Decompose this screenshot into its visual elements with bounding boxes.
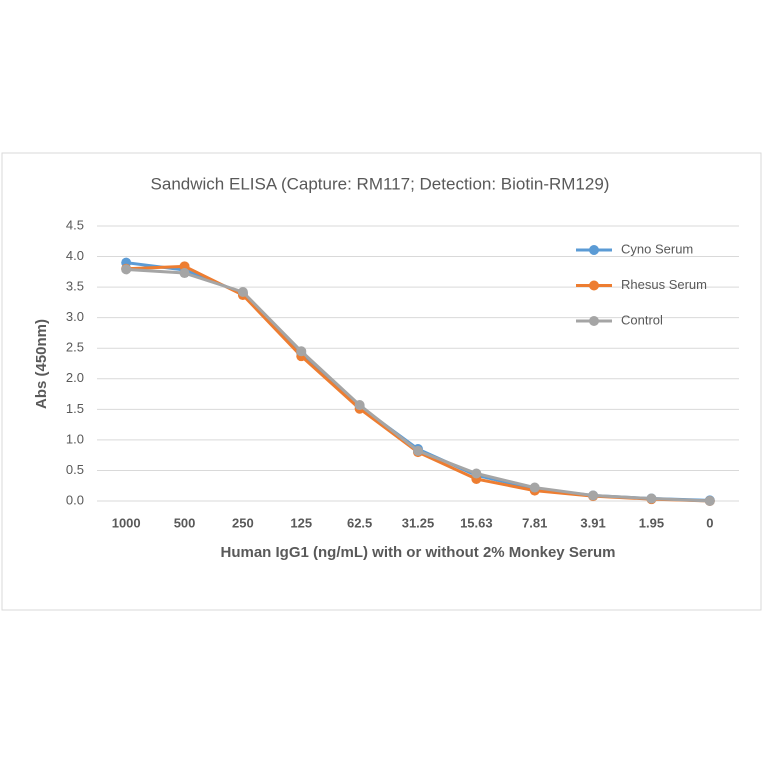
y-tick-label: 0.0 [66,492,84,507]
legend-label: Cyno Serum [621,241,693,256]
y-tick-label: 4.0 [66,248,84,263]
chart-title: Sandwich ELISA (Capture: RM117; Detectio… [151,174,610,193]
y-tick-label: 0.5 [66,462,84,477]
y-tick-label: 3.0 [66,309,84,324]
data-point [296,346,307,357]
y-axis-label: Abs (450nm) [33,319,50,409]
legend-marker [589,316,599,326]
data-point [704,496,715,506]
data-point [179,268,190,279]
x-tick-label: 1000 [112,515,141,530]
x-tick-label: 500 [174,515,196,530]
chart-frame [1,152,762,611]
y-tick-label: 1.0 [66,431,84,446]
legend-label: Rhesus Serum [621,277,707,292]
y-tick-label: 4.5 [66,217,84,232]
legend-marker [589,280,599,291]
data-point [646,493,657,504]
data-point [588,490,599,501]
data-point [121,264,132,275]
y-tick-label: 1.5 [66,401,84,416]
x-tick-label: 31.25 [402,515,435,530]
x-tick-label: 62.5 [347,515,372,530]
y-tick-label: 3.5 [66,279,84,294]
x-tick-label: 3.91 [580,515,605,530]
data-point [471,468,482,479]
data-point [354,400,365,411]
data-point [237,287,248,297]
data-point [413,445,423,456]
x-axis-label: Human IgG1 (ng/mL) with or without 2% Mo… [220,544,615,561]
y-tick-label: 2.0 [66,370,84,385]
x-tick-label: 15.63 [460,515,493,530]
x-tick-label: 1.95 [639,515,664,530]
x-tick-label: 125 [290,515,312,530]
y-tick-label: 2.5 [66,340,84,355]
x-tick-label: 7.81 [522,515,547,530]
x-tick-label: 0 [706,515,713,530]
data-point [529,482,540,493]
x-tick-label: 250 [232,515,254,530]
legend-label: Control [621,312,663,327]
legend-marker [589,245,599,255]
